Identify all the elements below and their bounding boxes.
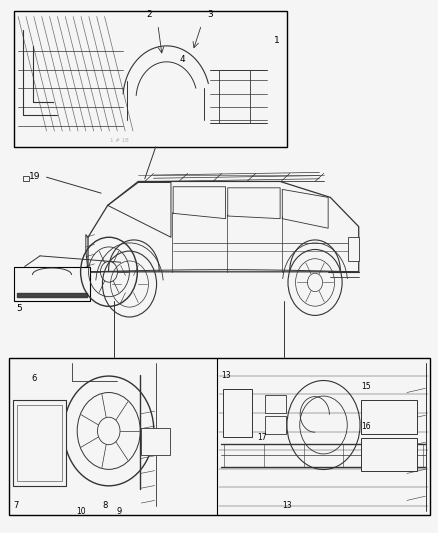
Text: 16: 16 xyxy=(361,423,371,432)
Bar xyxy=(361,438,417,471)
Bar xyxy=(223,390,252,437)
Text: 15: 15 xyxy=(361,382,371,391)
Text: 2: 2 xyxy=(146,10,152,19)
Text: 8: 8 xyxy=(102,502,108,511)
Bar xyxy=(14,11,287,147)
Text: 17: 17 xyxy=(257,433,266,442)
Text: 4: 4 xyxy=(180,55,185,64)
Text: 3: 3 xyxy=(207,10,213,19)
Bar xyxy=(361,400,417,434)
Bar xyxy=(141,428,170,455)
Text: 6: 6 xyxy=(31,374,36,383)
Text: 13: 13 xyxy=(222,370,231,379)
Bar xyxy=(23,176,28,181)
Text: 19: 19 xyxy=(29,172,41,181)
Text: 10: 10 xyxy=(76,507,86,516)
Bar xyxy=(348,237,359,261)
Bar xyxy=(265,395,286,413)
Bar xyxy=(14,266,90,301)
Text: 9: 9 xyxy=(117,507,122,516)
Text: 7: 7 xyxy=(13,502,18,511)
Text: 1: 1 xyxy=(274,36,279,45)
Bar xyxy=(13,400,66,486)
Bar xyxy=(17,405,62,481)
Text: 5: 5 xyxy=(16,304,22,313)
Bar xyxy=(265,416,286,434)
Bar xyxy=(9,359,430,515)
Text: 13: 13 xyxy=(282,502,291,511)
Text: 1 # 1B: 1 # 1B xyxy=(110,138,129,142)
